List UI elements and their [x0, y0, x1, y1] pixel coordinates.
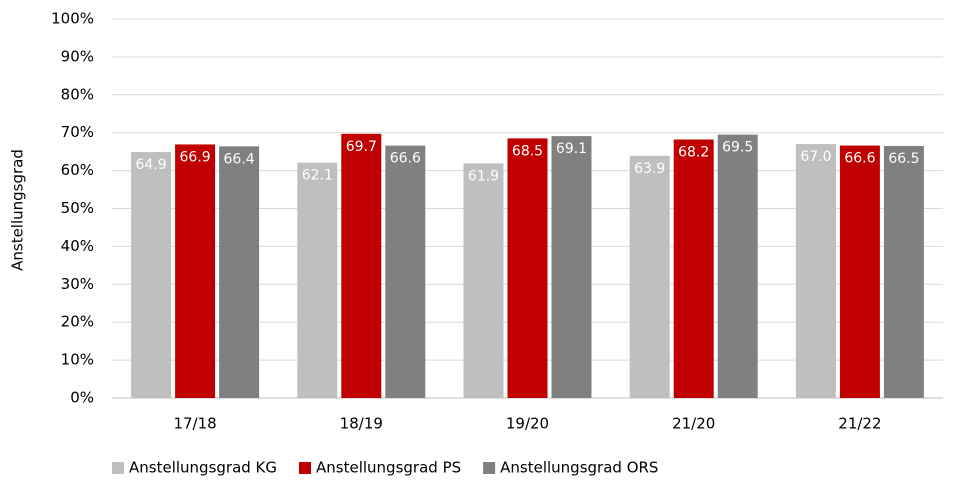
legend-label: Anstellungsgrad PS [316, 459, 461, 477]
value-label: 69.5 [722, 140, 753, 156]
bar [297, 162, 338, 398]
bar [175, 144, 216, 398]
value-label: 69.1 [556, 141, 587, 157]
value-label: 68.2 [678, 145, 709, 161]
value-label: 68.5 [512, 143, 543, 159]
y-tick-label: 20% [61, 313, 94, 331]
x-tick-label: 21/20 [672, 415, 715, 433]
bar [463, 163, 504, 398]
x-tick-label: 21/22 [838, 415, 881, 433]
value-label: 67.0 [800, 149, 831, 165]
bar [795, 144, 836, 398]
y-tick-label: 60% [61, 161, 94, 179]
bar [629, 155, 670, 398]
bar [341, 133, 382, 398]
value-label: 62.1 [302, 168, 333, 184]
y-tick-label: 30% [61, 275, 94, 293]
bar [385, 145, 426, 398]
value-label: 61.9 [468, 168, 499, 184]
y-tick-label: 10% [61, 351, 94, 369]
value-label: 66.9 [180, 149, 211, 165]
bar [131, 152, 172, 398]
y-tick-label: 90% [61, 47, 94, 65]
value-label: 63.9 [634, 161, 665, 177]
bar [839, 145, 880, 398]
y-tick-label: 70% [61, 123, 94, 141]
x-tick-label: 17/18 [173, 415, 216, 433]
x-tick-label: 19/20 [506, 415, 549, 433]
legend-swatch [299, 462, 312, 474]
bar [883, 145, 924, 398]
bar [507, 138, 548, 398]
bar [219, 146, 260, 398]
y-tick-label: 0% [70, 389, 94, 407]
value-label: 66.4 [224, 151, 255, 167]
y-tick-label: 100% [51, 10, 94, 28]
value-label: 64.9 [136, 157, 167, 173]
legend-label: Anstellungsgrad ORS [500, 459, 658, 477]
y-tick-label: 80% [61, 85, 94, 103]
legend-swatch [483, 462, 496, 474]
bar [551, 136, 592, 398]
value-label: 69.7 [346, 139, 377, 155]
value-label: 66.6 [844, 151, 875, 167]
bar [717, 134, 758, 398]
bar [673, 139, 714, 398]
legend-swatch [112, 462, 124, 474]
y-tick-label: 50% [61, 199, 94, 217]
y-axis-label: Anstellungsgrad [9, 149, 27, 271]
value-label: 66.5 [888, 151, 919, 167]
x-tick-label: 18/19 [340, 415, 383, 433]
value-label: 66.6 [390, 151, 421, 167]
legend-label: Anstellungsgrad KG [129, 459, 277, 477]
y-tick-label: 40% [61, 237, 94, 255]
